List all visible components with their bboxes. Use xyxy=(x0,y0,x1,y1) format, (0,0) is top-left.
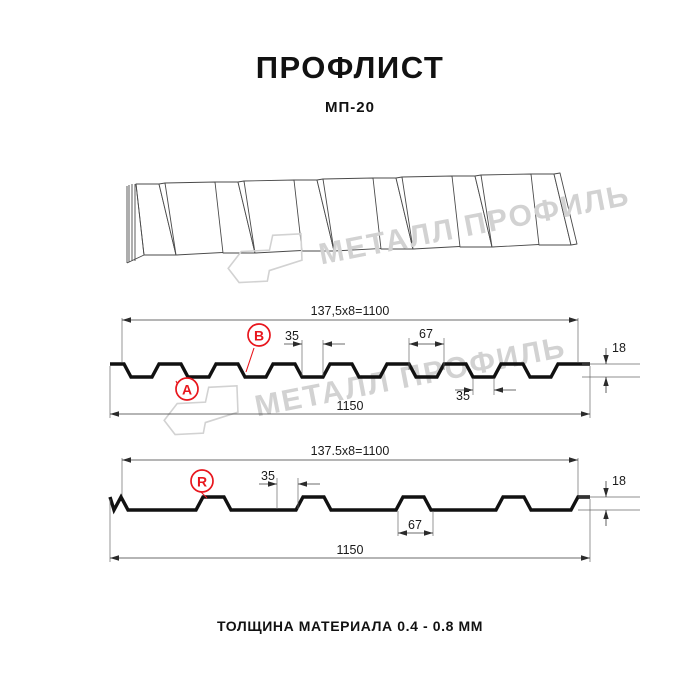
cross-section-front: 137,5x8=1100 35 67 xyxy=(109,304,640,418)
dimension-rib-35-lower: 35 xyxy=(455,378,516,403)
dimension-bottom-1150: 1150 xyxy=(109,366,591,418)
callout-r-label: R xyxy=(197,474,207,490)
dimension-height-18-bottom: 18 xyxy=(578,474,640,526)
header-block: ПРОФЛИСТ МП-20 xyxy=(0,50,700,116)
dimension-label-67-bottom: 67 xyxy=(408,518,422,532)
page-title: ПРОФЛИСТ xyxy=(255,50,445,85)
callout-a: A xyxy=(175,377,199,401)
dimension-label-35-bottom: 35 xyxy=(261,469,275,483)
callout-b: B xyxy=(245,323,271,373)
isometric-corrugated-sheet xyxy=(126,172,578,264)
cross-section-reverse: 137.5x8=1100 35 67 xyxy=(108,444,640,562)
product-model: МП-20 xyxy=(325,98,375,116)
callout-b-label: B xyxy=(254,328,264,344)
callout-a-label: A xyxy=(182,382,192,398)
dimension-top-width-2: 137.5x8=1100 xyxy=(121,444,579,500)
dimension-bottom-1150-2: 1150 xyxy=(109,499,591,562)
dimension-label-1150-top: 1150 xyxy=(337,399,364,413)
dimension-height-18-top: 18 xyxy=(582,341,640,393)
dimension-label-1100-bottom: 137.5x8=1100 xyxy=(311,444,390,458)
dimension-rib-35-top: 35 xyxy=(284,329,345,376)
material-thickness-note: ТОЛЩИНА МАТЕРИАЛА 0.4 - 0.8 ММ xyxy=(216,618,484,634)
callout-r: R xyxy=(190,469,214,499)
dimension-label-1150-bottom: 1150 xyxy=(337,543,364,557)
dimension-label-35-lower: 35 xyxy=(456,389,470,403)
profile-outline-front xyxy=(110,362,590,379)
dimension-top-width: 137,5x8=1100 xyxy=(121,304,579,362)
dimension-label-18-bottom: 18 xyxy=(612,474,626,488)
dimension-label-35-top: 35 xyxy=(285,329,299,343)
dimension-label-1100: 137,5x8=1100 xyxy=(311,304,390,318)
dimension-label-18-top: 18 xyxy=(612,341,626,355)
dimension-rib-35-bottom: 35 xyxy=(259,469,320,509)
dimension-label-67-top: 67 xyxy=(419,327,433,341)
profile-outline-reverse xyxy=(108,493,590,515)
dimension-flat-67-top: 67 xyxy=(408,327,445,370)
dimension-flat-67-bottom: 67 xyxy=(397,511,434,536)
